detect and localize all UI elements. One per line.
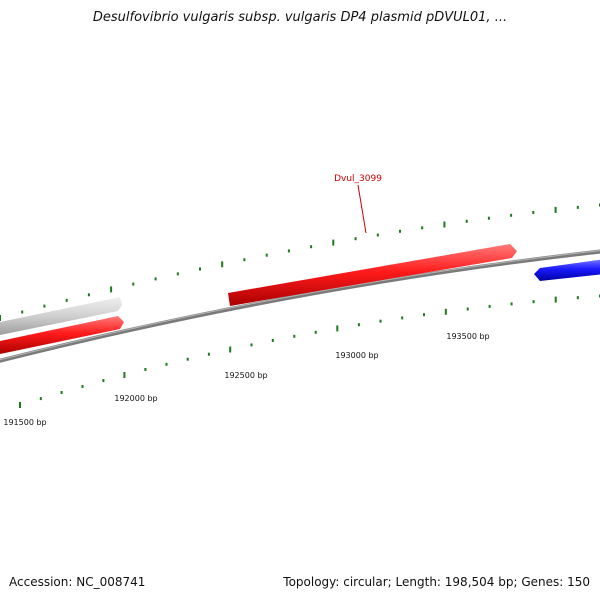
- inner-tick-mark: [379, 319, 382, 323]
- accession-text: Accession: NC_008741: [9, 575, 146, 589]
- inner-tick-mark: [488, 304, 491, 308]
- outer-tick-mark: [43, 304, 46, 308]
- outer-tick-mark: [132, 282, 135, 286]
- outer-tick-mark: [443, 221, 446, 228]
- outer-tick-mark: [332, 239, 335, 246]
- inner-tick-mark: [81, 385, 84, 388]
- gene-arrow-dvul-3099[interactable]: [228, 244, 517, 306]
- gene-arrow-gray[interactable]: [0, 297, 122, 336]
- outer-tick-mark: [554, 206, 557, 213]
- inner-tick-mark: [60, 391, 63, 394]
- inner-tick-mark: [444, 308, 447, 315]
- inner-tick-mark: [554, 296, 557, 303]
- outer-tick-mark: [576, 205, 579, 209]
- gene-arrow-red-left[interactable]: [0, 316, 124, 355]
- tick-label-191500: 191500 bp: [3, 418, 46, 427]
- inner-tick-mark: [314, 330, 317, 334]
- inner-tick-mark: [357, 323, 360, 327]
- inner-tick-mark: [144, 368, 147, 371]
- outer-tick-mark: [354, 237, 357, 241]
- outer-tick-mark: [0, 315, 1, 321]
- outer-tick-mark: [510, 213, 513, 217]
- outer-tick-mark: [287, 249, 290, 253]
- inner-tick-mark: [229, 346, 232, 353]
- inner-tick-mark: [19, 402, 21, 408]
- inner-tick-mark: [271, 339, 274, 342]
- stats-text: Topology: circular; Length: 198,504 bp; …: [283, 575, 590, 589]
- outer-tick-mark: [399, 229, 401, 233]
- outer-tick-mark: [532, 211, 535, 214]
- outer-tick-mark: [176, 272, 179, 276]
- outer-tick-arc: [0, 203, 600, 321]
- inner-tick-mark: [510, 302, 513, 306]
- inner-tick-mark: [336, 325, 339, 332]
- outer-tick-mark: [221, 261, 224, 268]
- outer-tick-mark: [110, 286, 113, 293]
- tick-label-193500: 193500 bp: [446, 332, 489, 341]
- outer-tick-mark: [265, 253, 268, 257]
- inner-tick-mark: [401, 316, 404, 320]
- gene-label-pointer: [357, 184, 367, 234]
- outer-tick-mark: [465, 219, 468, 223]
- outer-tick-mark: [199, 267, 201, 271]
- inner-tick-mark: [39, 397, 42, 401]
- map-title: Desulfovibrio vulgaris subsp. vulgaris D…: [92, 10, 508, 25]
- tick-label-193000: 193000 bp: [335, 351, 378, 360]
- inner-tick-mark: [207, 352, 210, 356]
- backbone-line: [0, 249, 600, 363]
- outer-tick-mark: [487, 216, 490, 220]
- inner-tick-mark: [123, 372, 126, 378]
- inner-tick-mark: [466, 307, 469, 311]
- gene-label-dvul-3099: Dvul_3099: [334, 174, 382, 184]
- outer-tick-mark: [310, 245, 313, 249]
- inner-tick-mark: [576, 296, 579, 300]
- inner-tick-mark: [293, 334, 296, 338]
- inner-tick-mark: [186, 357, 189, 361]
- outer-tick-mark: [65, 298, 68, 302]
- outer-tick-mark: [154, 277, 157, 281]
- inner-tick-mark: [532, 300, 535, 304]
- inner-tick-arc: [19, 294, 600, 408]
- inner-tick-mark: [102, 379, 105, 383]
- outer-tick-mark: [421, 226, 424, 230]
- outer-tick-mark: [87, 293, 90, 297]
- inner-tick-mark: [423, 313, 425, 317]
- inner-tick-mark: [165, 362, 168, 366]
- outer-tick-mark: [376, 233, 379, 237]
- outer-tick-mark: [21, 310, 24, 314]
- inner-tick-mark: [250, 343, 253, 347]
- gene-arrow-blue[interactable]: [534, 259, 600, 281]
- tick-label-192000: 192000 bp: [114, 394, 157, 403]
- tick-label-192500: 192500 bp: [224, 371, 267, 380]
- outer-tick-mark: [243, 258, 246, 262]
